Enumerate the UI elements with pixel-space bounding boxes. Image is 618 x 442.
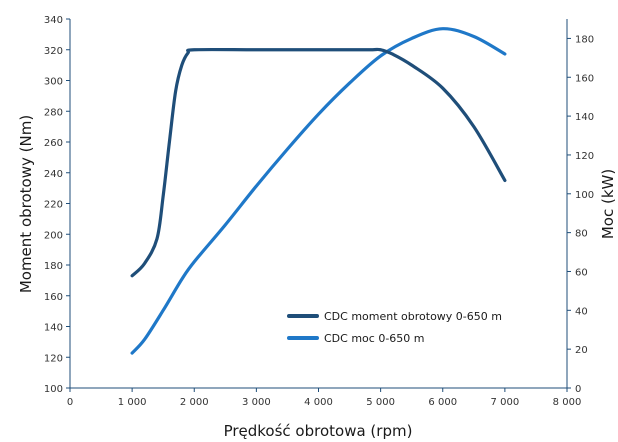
- y-left-tick-label: 160: [44, 292, 63, 303]
- legend-label-power: CDC moc 0-650 m: [324, 332, 425, 345]
- y-right-tick-label: 160: [575, 73, 594, 84]
- y-right-tick-label: 100: [575, 190, 594, 201]
- y-axis-left: 100 120 140 160 180 200 220 240 260 280 300 320 340: [44, 15, 71, 395]
- y-left-tick-label: 220: [44, 200, 63, 211]
- y-axis-right: 0 20 40 60 80 100 120 140 160 180: [566, 19, 594, 395]
- y-left-tick-label: 240: [44, 169, 63, 180]
- y-left-tick-label: 300: [44, 77, 63, 88]
- y-left-tick-label: 260: [44, 138, 63, 149]
- torque-series-line: [130, 47, 507, 278]
- y-right-tick-label: 0: [575, 384, 581, 395]
- x-tick-label: 3 000: [242, 397, 271, 408]
- x-tick-label: 8 000: [553, 397, 582, 408]
- y-axis-left-title: Moment obrotowy (Nm): [17, 115, 35, 293]
- y-left-tick-label: 180: [44, 261, 63, 272]
- power-series-line: [130, 27, 507, 355]
- y-left-tick-label: 140: [44, 323, 63, 334]
- x-axis: 0 1 000 2 000 3 000 4 000 5 000 6 000 7 000 8 00…: [67, 387, 582, 408]
- y-right-tick-label: 180: [575, 34, 594, 45]
- x-axis-title: Prędkość obrotowa (rpm): [224, 422, 413, 440]
- x-tick-label: 2 000: [180, 397, 209, 408]
- y-right-tick-label: 80: [575, 229, 588, 240]
- y-right-tick-label: 120: [575, 151, 594, 162]
- y-right-tick-label: 40: [575, 306, 588, 317]
- y-left-tick-label: 100: [44, 384, 63, 395]
- legend-label-torque: CDC moment obrotowy 0-650 m: [324, 310, 502, 323]
- x-tick-label: 1 000: [118, 397, 147, 408]
- y-right-tick-label: 20: [575, 345, 588, 356]
- x-tick-label: 5 000: [366, 397, 395, 408]
- series-lines: [130, 27, 507, 355]
- y-right-tick-label: 60: [575, 267, 588, 278]
- y-left-tick-label: 200: [44, 230, 63, 241]
- y-left-tick-label: 320: [44, 46, 63, 57]
- legend: CDC moment obrotowy 0-650 m CDC moc 0-65…: [287, 310, 502, 345]
- x-tick-label: 7 000: [491, 397, 520, 408]
- y-right-tick-label: 140: [575, 112, 594, 123]
- x-tick-label: 4 000: [304, 397, 333, 408]
- x-tick-label: 0: [67, 397, 73, 408]
- y-axis-right-title: Moc (kW): [599, 169, 617, 239]
- y-left-tick-label: 280: [44, 107, 63, 118]
- y-left-tick-label: 120: [44, 353, 63, 364]
- y-left-tick-label: 340: [44, 15, 63, 26]
- x-tick-label: 6 000: [428, 397, 457, 408]
